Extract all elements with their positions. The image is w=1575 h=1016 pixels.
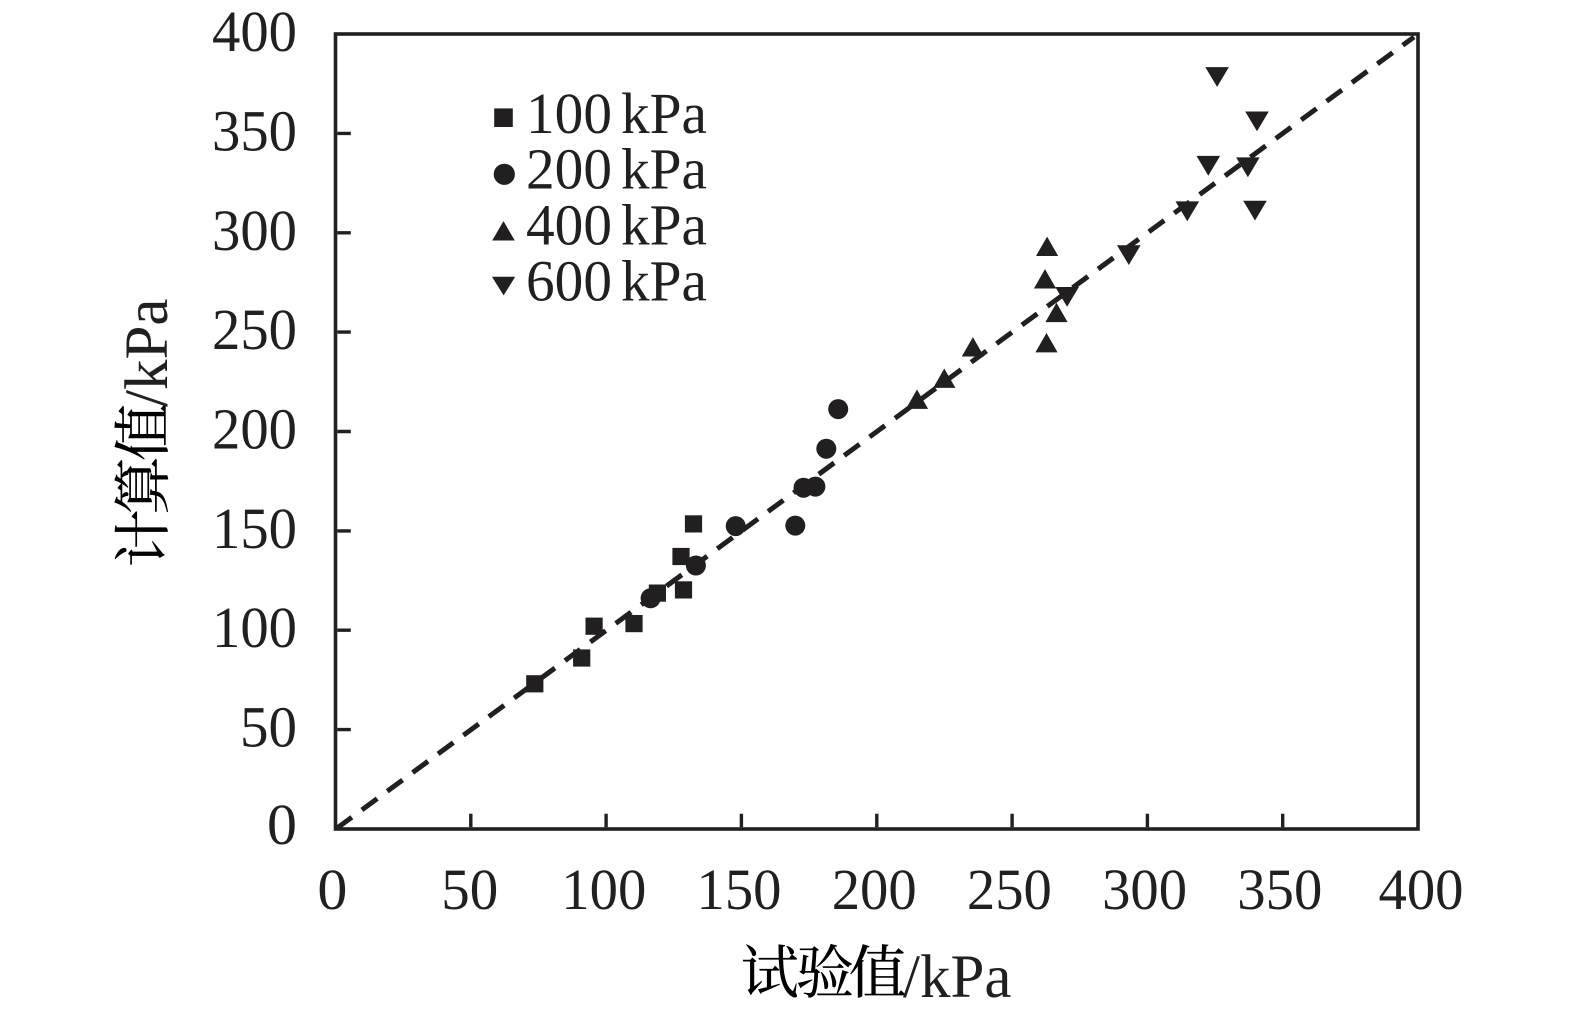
svg-text:kPa: kPa [621,136,707,201]
svg-text:400: 400 [1379,857,1464,922]
svg-text:/kPa: /kPa [114,299,181,407]
svg-text:150: 150 [212,496,297,561]
svg-text:400: 400 [526,192,612,257]
svg-text:0: 0 [267,792,297,857]
svg-text:100: 100 [212,595,297,660]
svg-text:200: 200 [526,136,612,201]
svg-text:200: 200 [212,396,297,461]
svg-text:100: 100 [526,81,612,146]
svg-text:kPa: kPa [621,81,707,146]
svg-text:250: 250 [212,297,297,362]
svg-text:300: 300 [1102,857,1187,922]
svg-text:100: 100 [561,857,646,922]
svg-text:300: 300 [212,198,297,263]
svg-text:kPa: kPa [621,192,707,257]
svg-text:250: 250 [967,857,1052,922]
svg-text:400: 400 [212,0,297,64]
svg-text:kPa: kPa [621,249,707,314]
svg-text:50: 50 [441,857,498,922]
svg-text:600: 600 [526,249,612,314]
svg-text:150: 150 [697,857,782,922]
svg-text:50: 50 [240,694,297,759]
svg-text:/kPa: /kPa [903,944,1011,1011]
svg-text:350: 350 [212,98,297,163]
svg-text:350: 350 [1237,857,1322,922]
svg-text:0: 0 [317,857,347,922]
svg-text:200: 200 [832,857,917,922]
